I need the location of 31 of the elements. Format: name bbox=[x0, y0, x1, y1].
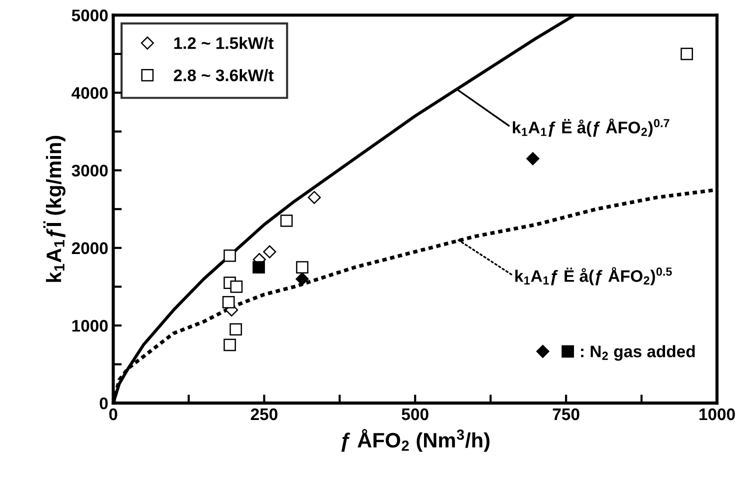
x-tick-label: 750 bbox=[552, 408, 580, 420]
x-tick-label: 500 bbox=[402, 408, 428, 420]
x-tick-label: 1000 bbox=[700, 408, 735, 420]
point bbox=[280, 214, 293, 227]
y-tick-label: 0 bbox=[100, 397, 108, 410]
y-tick-label: 4000 bbox=[72, 87, 108, 99]
x-tick-label: 0 bbox=[109, 408, 118, 420]
annotation: k$_{1}$A$_{1}$ƒ Ë å(ƒ ÅFO$_{2}$)$^{0.5}$ bbox=[515, 267, 672, 286]
point bbox=[230, 280, 243, 293]
annotation: k$_{1}$A$_{1}$ƒ Ë å(ƒ ÅFO$_{2}$)$^{0.7}$ bbox=[512, 118, 670, 137]
point bbox=[224, 249, 236, 262]
x-tick-label: 250 bbox=[250, 408, 278, 420]
legend-label: : N$_{2}$ gas added bbox=[581, 345, 695, 361]
point bbox=[526, 152, 540, 166]
point bbox=[296, 261, 308, 274]
y-tick-label: 1000 bbox=[72, 320, 108, 332]
point bbox=[222, 296, 235, 308]
x-axis-title: ƒ ÅFO$_{2}$ (Nm$^{3}$/h) bbox=[341, 429, 490, 452]
y-tick-label: 2000 bbox=[72, 242, 108, 254]
y-axis-title: k$_{1}$A$_{1}$ƒÏ (kg/min) bbox=[43, 136, 66, 282]
point bbox=[252, 261, 265, 274]
point bbox=[308, 190, 321, 204]
point bbox=[263, 245, 276, 258]
y-tick-label: 5000 bbox=[72, 10, 108, 22]
legend-label: 1.2 ~ 1.5kW/t bbox=[174, 36, 274, 50]
point bbox=[224, 338, 236, 352]
point bbox=[680, 48, 693, 60]
point bbox=[230, 323, 242, 336]
y-tick-label: 3000 bbox=[72, 164, 108, 177]
legend-label: 2.8 ~ 3.6kW/t bbox=[174, 69, 274, 82]
point bbox=[296, 272, 309, 286]
